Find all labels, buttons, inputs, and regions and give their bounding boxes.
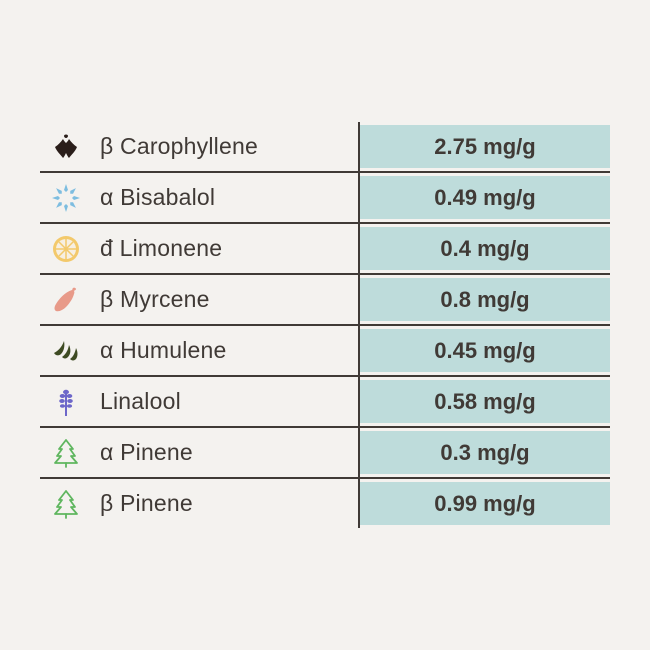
lavender-icon xyxy=(48,384,84,420)
name-cell: β Carophyllene xyxy=(40,122,360,171)
terpene-name: α Pinene xyxy=(100,439,193,466)
value-cell: 0.3 mg/g xyxy=(360,431,610,474)
table-row: α Humulene 0.45 mg/g xyxy=(40,326,610,377)
terpene-value: 0.3 mg/g xyxy=(440,440,529,466)
terpene-value: 0.99 mg/g xyxy=(434,491,535,517)
value-cell: 0.58 mg/g xyxy=(360,380,610,423)
terpene-value: 0.49 mg/g xyxy=(434,185,535,211)
table-row: α Bisabalol 0.49 mg/g xyxy=(40,173,610,224)
terpene-name: đ Limonene xyxy=(100,235,222,262)
table-row: β Pinene 0.99 mg/g xyxy=(40,479,610,528)
table-row: đ Limonene 0.4 mg/g xyxy=(40,224,610,275)
terpene-name: β Pinene xyxy=(100,490,193,517)
name-cell: α Pinene xyxy=(40,428,360,477)
citrus-icon xyxy=(48,231,84,267)
terpene-name: β Carophyllene xyxy=(100,133,258,160)
terpene-value: 0.8 mg/g xyxy=(440,287,529,313)
name-cell: α Humulene xyxy=(40,326,360,375)
name-cell: β Pinene xyxy=(40,479,360,528)
flower-icon xyxy=(48,180,84,216)
terpene-value: 0.4 mg/g xyxy=(440,236,529,262)
pepper-icon xyxy=(48,129,84,165)
terpene-value: 2.75 mg/g xyxy=(434,134,535,160)
table-row: β Carophyllene 2.75 mg/g xyxy=(40,122,610,173)
value-cell: 0.4 mg/g xyxy=(360,227,610,270)
name-cell: đ Limonene xyxy=(40,224,360,273)
terpene-name: β Myrcene xyxy=(100,286,210,313)
value-cell: 0.8 mg/g xyxy=(360,278,610,321)
table-row: β Myrcene 0.8 mg/g xyxy=(40,275,610,326)
terpene-value: 0.45 mg/g xyxy=(434,338,535,364)
value-cell: 0.99 mg/g xyxy=(360,482,610,525)
name-cell: α Bisabalol xyxy=(40,173,360,222)
pine-tree-icon xyxy=(48,486,84,522)
terpene-value: 0.58 mg/g xyxy=(434,389,535,415)
value-cell: 0.45 mg/g xyxy=(360,329,610,372)
terpene-name: α Bisabalol xyxy=(100,184,215,211)
hops-icon xyxy=(48,333,84,369)
table-row: α Pinene 0.3 mg/g xyxy=(40,428,610,479)
name-cell: Linalool xyxy=(40,377,360,426)
terpene-name: Linalool xyxy=(100,388,181,415)
mango-icon xyxy=(48,282,84,318)
table-row: Linalool 0.58 mg/g xyxy=(40,377,610,428)
value-cell: 0.49 mg/g xyxy=(360,176,610,219)
terpene-table: β Carophyllene 2.75 mg/g xyxy=(40,122,610,528)
terpene-name: α Humulene xyxy=(100,337,227,364)
value-cell: 2.75 mg/g xyxy=(360,125,610,168)
name-cell: β Myrcene xyxy=(40,275,360,324)
pine-tree-icon xyxy=(48,435,84,471)
